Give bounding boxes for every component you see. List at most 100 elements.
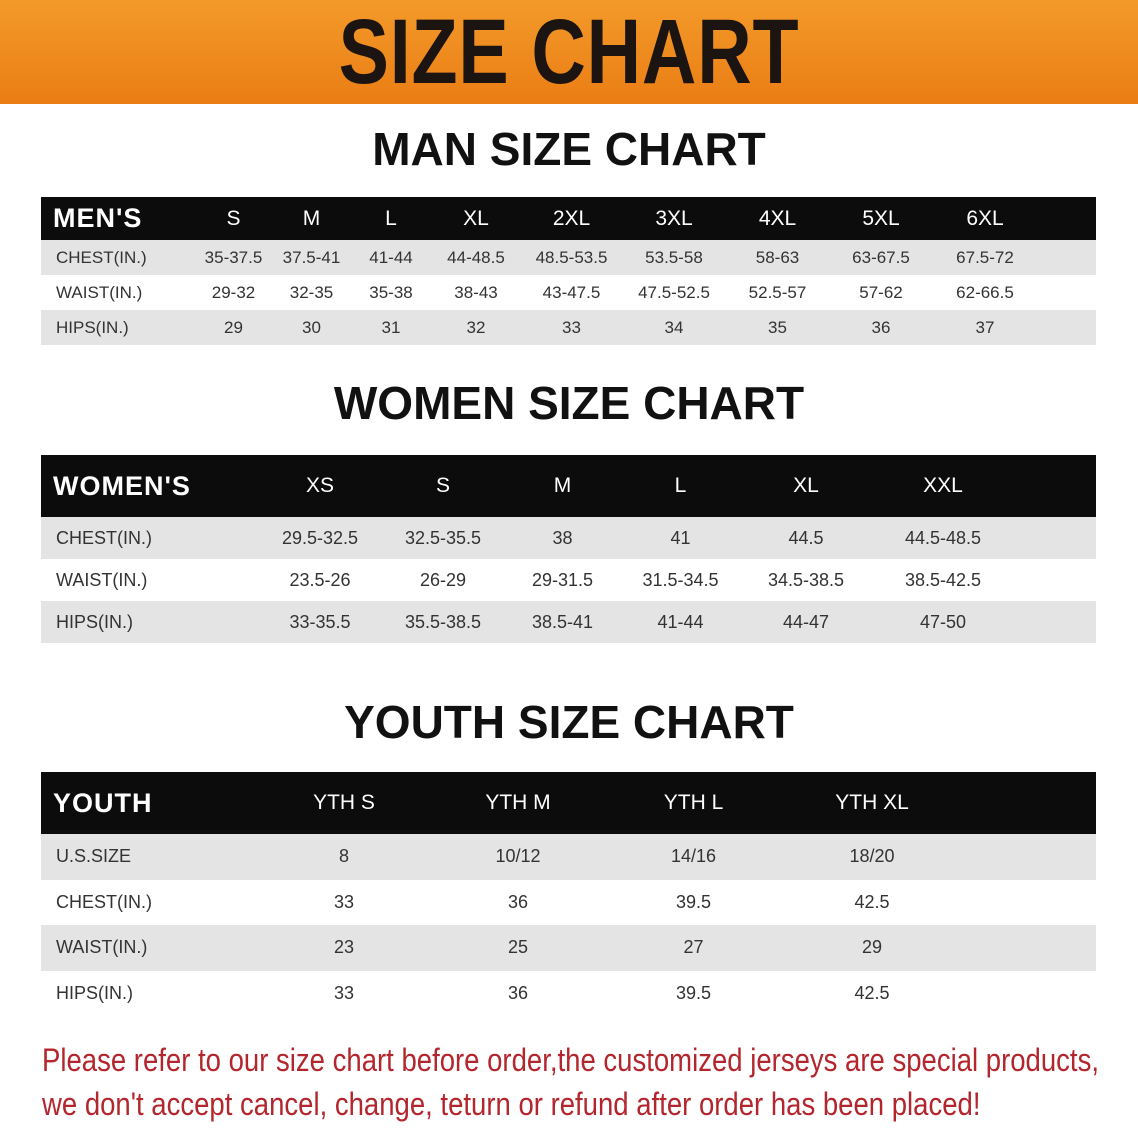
size-header: XL — [740, 455, 872, 517]
order-notice: Please refer to our size chart before or… — [42, 1038, 1108, 1126]
measurement-value: 52.5-57 — [748, 282, 807, 302]
table-row: HIPS(IN.) 29 30 31 32 33 34 35 36 37 — [41, 310, 1096, 345]
size-header: M — [504, 455, 621, 517]
notice-line-2: we don't accept cancel, change, teturn o… — [42, 1086, 981, 1122]
men-size-table: MEN'S S M L XL 2XL 3XL 4XL 5XL 6XL CHEST(IN.) 35-37… — [41, 197, 1096, 345]
size-header: XS — [258, 455, 382, 517]
measurement-value: 53.5-58 — [622, 240, 726, 275]
measurement-value: 58-63 — [726, 240, 829, 275]
table-row: CHEST(IN.) 29.5-32.5 32.5-35.5 38 41 44.5 44.5… — [41, 517, 1096, 559]
measurement-value: 29 — [782, 925, 962, 971]
measurement-label: U.S.SIZE — [41, 834, 257, 880]
measurement-value: 18/20 — [782, 834, 962, 880]
table-row: CHEST(IN.) 35-37.5 37.5-41 41-44 44-48.5 48.5… — [41, 240, 1096, 275]
size-header: XL — [431, 197, 521, 240]
measurement-value: 48.5-53.5 — [521, 240, 622, 275]
measurement-value: 38-43 — [454, 282, 498, 302]
measurement-value: 39.5 — [675, 891, 712, 912]
measurement-value: 57-62 — [859, 282, 903, 302]
notice-line-1: Please refer to our size chart before or… — [42, 1042, 1099, 1078]
measurement-value: 47-50 — [872, 601, 1014, 643]
size-header: L — [351, 197, 431, 240]
measurement-value: 63-67.5 — [829, 240, 933, 275]
women-size-table: WOMEN'S XS S M L XL XXL CHEST(IN.) 29.5-32.5 32.5… — [41, 455, 1096, 643]
table-label-header: MEN'S — [41, 197, 195, 240]
measurement-value: 35-37.5 — [195, 240, 272, 275]
measurement-value: 23.5-26 — [289, 569, 351, 590]
table-row: HIPS(IN.) 33-35.5 35.5-38.5 38.5-41 41-44 44-… — [41, 601, 1096, 643]
table-row: U.S.SIZE 8 10/12 14/16 18/20 — [41, 834, 1096, 880]
measurement-value: 34.5-38.5 — [767, 569, 845, 590]
measurement-value: 36 — [507, 891, 529, 912]
table-label-header: WOMEN'S — [41, 455, 258, 517]
measurement-value: 41-44 — [621, 601, 740, 643]
measurement-value: 32.5-35.5 — [382, 517, 504, 559]
header-row: WOMEN'S XS S M L XL XXL — [41, 455, 1096, 517]
size-header: M — [272, 197, 351, 240]
size-header: 5XL — [829, 197, 933, 240]
measurement-value: 33 — [521, 310, 622, 345]
measurement-value: 39.5 — [675, 982, 712, 1003]
size-header: YTH L — [605, 772, 782, 834]
measurement-value: 47.5-52.5 — [638, 282, 710, 302]
measurement-label: CHEST(IN.) — [41, 240, 195, 275]
banner: SIZE CHART — [0, 0, 1138, 104]
measurement-value: 32 — [431, 310, 521, 345]
measurement-value: 44-47 — [740, 601, 872, 643]
measurement-value: 14/16 — [605, 834, 782, 880]
measurement-value: 8 — [257, 834, 431, 880]
table-row: CHEST(IN.) 33 36 39.5 42.5 — [41, 880, 1096, 926]
measurement-value: 67.5-72 — [933, 240, 1037, 275]
measurement-value: 29-31.5 — [531, 569, 594, 590]
measurement-value: 27 — [605, 925, 782, 971]
table-row: WAIST(IN.) 23.5-26 26-29 29-31.5 31.5-34.5 34… — [41, 559, 1096, 601]
measurement-value: 10/12 — [431, 834, 605, 880]
women-section-title: WOMEN SIZE CHART — [333, 377, 805, 429]
measurement-value: 32-35 — [289, 282, 334, 302]
measurement-value: 44.5 — [740, 517, 872, 559]
men-section-title: MAN SIZE CHART — [372, 123, 766, 175]
header-row: YOUTH YTH S YTH M YTH L YTH XL — [41, 772, 1096, 834]
measurement-value: 33 — [333, 982, 355, 1003]
measurement-value: 31.5-34.5 — [642, 569, 719, 590]
measurement-value: 42.5 — [854, 982, 890, 1003]
measurement-value: 33 — [333, 891, 355, 912]
measurement-value: 29.5-32.5 — [258, 517, 382, 559]
table-row: HIPS(IN.) 33 36 39.5 42.5 — [41, 971, 1096, 1017]
measurement-label: CHEST(IN.) — [56, 891, 152, 912]
size-header: XXL — [872, 455, 1014, 517]
table-row: WAIST(IN.) 29-32 32-35 35-38 38-43 43-47.5 47.… — [41, 275, 1096, 310]
measurement-value: 41-44 — [351, 240, 431, 275]
size-header: 4XL — [726, 197, 829, 240]
measurement-label: WAIST(IN.) — [41, 925, 257, 971]
measurement-value: 35 — [726, 310, 829, 345]
measurement-label: CHEST(IN.) — [41, 517, 258, 559]
size-header: 6XL — [933, 197, 1037, 240]
size-header: L — [621, 455, 740, 517]
size-header: S — [195, 197, 272, 240]
measurement-value: 23 — [257, 925, 431, 971]
measurement-value: 30 — [272, 310, 351, 345]
measurement-value: 37 — [933, 310, 1037, 345]
measurement-label: HIPS(IN.) — [41, 601, 258, 643]
size-header: 2XL — [521, 197, 622, 240]
size-header: YTH M — [431, 772, 605, 834]
measurement-value: 36 — [829, 310, 933, 345]
table-row: WAIST(IN.) 23 25 27 29 — [41, 925, 1096, 971]
measurement-label: HIPS(IN.) — [41, 310, 195, 345]
measurement-value: 35.5-38.5 — [382, 601, 504, 643]
measurement-value: 34 — [622, 310, 726, 345]
measurement-label: HIPS(IN.) — [56, 982, 134, 1003]
measurement-value: 25 — [431, 925, 605, 971]
youth-section-title: YOUTH SIZE CHART — [344, 696, 794, 748]
youth-size-table: YOUTH YTH S YTH M YTH L YTH XL U.S.SIZE 8 10/12… — [41, 772, 1096, 1016]
measurement-value: 42.5 — [854, 891, 890, 912]
size-header: S — [382, 455, 504, 517]
measurement-value: 43-47.5 — [542, 282, 601, 302]
size-header: YTH S — [257, 772, 431, 834]
banner-title: SIZE CHART — [338, 1, 800, 103]
measurement-value: 62-66.5 — [956, 282, 1014, 302]
measurement-value: 29-32 — [211, 282, 256, 302]
table-label-header: YOUTH — [41, 772, 257, 834]
measurement-value: 44-48.5 — [431, 240, 521, 275]
